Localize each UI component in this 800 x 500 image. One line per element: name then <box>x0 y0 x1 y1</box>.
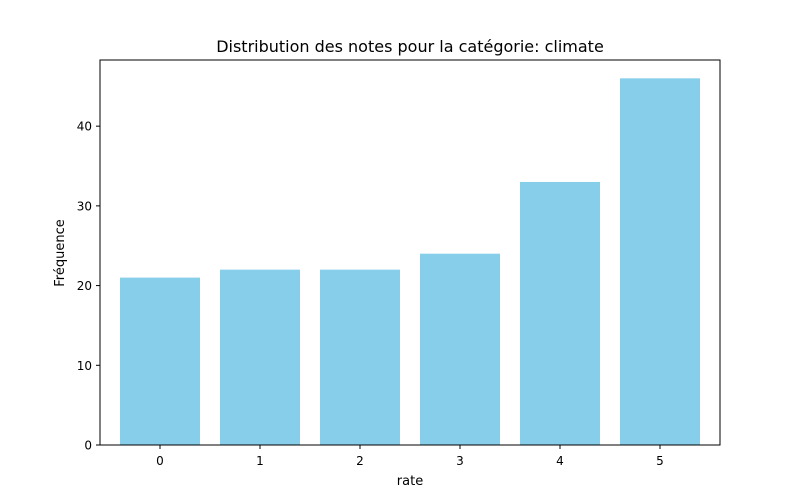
x-axis-label: rate <box>397 474 423 489</box>
x-tick-label: 0 <box>156 454 164 468</box>
x-tick-label: 2 <box>356 454 364 468</box>
y-tick-label: 40 <box>77 120 92 134</box>
x-axis-ticks: 0 1 2 3 4 5 <box>156 445 664 468</box>
y-axis-label: Fréquence <box>53 219 68 286</box>
bar-4 <box>520 181 600 445</box>
chart-title: Distribution des notes pour la catégorie… <box>216 37 604 56</box>
y-tick-label: 20 <box>77 279 92 293</box>
bar-0 <box>120 277 200 445</box>
y-tick-label: 30 <box>77 199 92 213</box>
bar-5 <box>620 78 700 445</box>
y-tick-label: 10 <box>77 359 92 373</box>
bar-1 <box>220 269 300 445</box>
bar-2 <box>320 269 400 445</box>
x-tick-label: 4 <box>556 454 564 468</box>
x-tick-label: 5 <box>656 454 664 468</box>
bars-group <box>120 78 700 445</box>
y-axis-ticks: 0 10 20 30 40 <box>77 120 100 453</box>
x-tick-label: 1 <box>256 454 264 468</box>
y-tick-label: 0 <box>84 439 92 453</box>
x-tick-label: 3 <box>456 454 464 468</box>
bar-3 <box>420 253 500 445</box>
plot-frame <box>99 59 721 446</box>
